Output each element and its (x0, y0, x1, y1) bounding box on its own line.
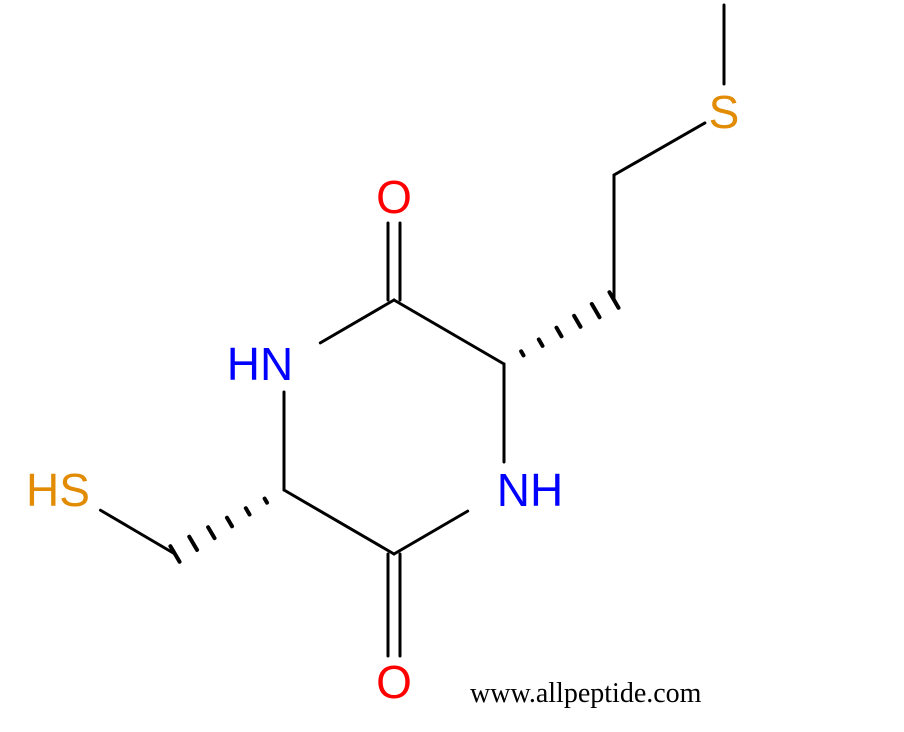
watermark-text: www.allpeptide.com (470, 678, 702, 709)
atom-label: S (709, 86, 740, 138)
atom-label: NH (497, 464, 563, 516)
atom-label: HS (26, 464, 90, 516)
atom-label: O (376, 171, 412, 223)
atom-label: HN (227, 338, 293, 390)
atom-label: O (376, 656, 412, 708)
